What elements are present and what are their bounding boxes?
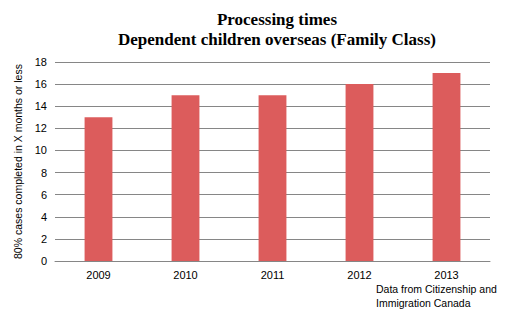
svg-text:4: 4	[41, 211, 47, 223]
svg-text:2013: 2013	[434, 269, 458, 281]
svg-text:2009: 2009	[86, 269, 110, 281]
svg-text:12: 12	[35, 122, 47, 134]
svg-text:Immigration Canada: Immigration Canada	[376, 297, 471, 309]
svg-text:2: 2	[41, 233, 47, 245]
svg-text:0: 0	[41, 255, 47, 267]
svg-text:2011: 2011	[261, 269, 285, 281]
svg-text:6: 6	[41, 189, 47, 201]
svg-text:8: 8	[41, 167, 47, 179]
svg-text:2010: 2010	[173, 269, 197, 281]
svg-text:Data from Citizenship and: Data from Citizenship and	[376, 283, 500, 295]
svg-text:18: 18	[35, 56, 47, 68]
svg-text:80% cases completed in X month: 80% cases completed in X months or less	[12, 64, 24, 259]
svg-text:14: 14	[35, 100, 47, 112]
svg-text:16: 16	[35, 78, 47, 90]
svg-text:Dependent children overseas (F: Dependent children overseas (Family Clas…	[118, 30, 436, 49]
svg-text:Processing times: Processing times	[217, 10, 337, 29]
svg-text:10: 10	[35, 144, 47, 156]
svg-text:2012: 2012	[347, 269, 371, 281]
